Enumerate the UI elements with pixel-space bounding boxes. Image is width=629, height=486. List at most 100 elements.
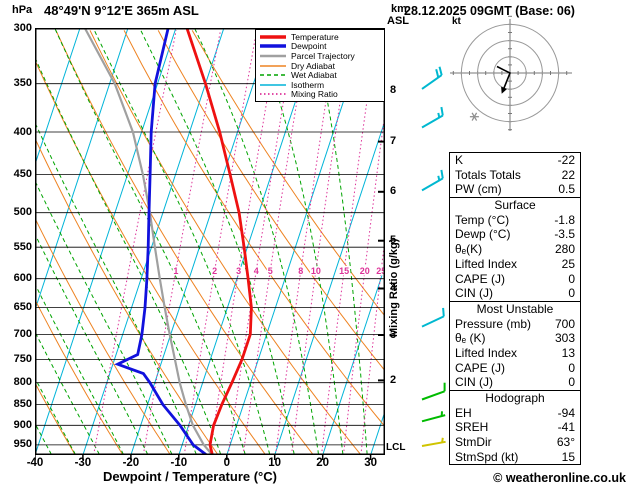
datetime-title: 28.12.2025 09GMT (Base: 06) <box>404 4 575 18</box>
pressure-tick-label: 700 <box>13 327 32 340</box>
dry-adiabat-line <box>35 381 76 455</box>
index-value: -1.8 <box>554 212 575 227</box>
index-value: 15 <box>561 449 575 464</box>
hodograph-plot <box>450 15 572 131</box>
lcl-marker-label: LCL <box>386 441 406 453</box>
index-label: θₑ (K) <box>455 331 486 346</box>
indices-section: Surface Temp (°C) -1.8 Dewp (°C) -3.5 θₑ(K) 28… <box>450 198 580 302</box>
mixing-ratio-line <box>142 30 221 455</box>
mixing-ratio-value-label: 15 <box>339 266 349 276</box>
indices-section: Most Unstable Pressure (mb) 700 θₑ (K) 303 Li… <box>450 302 580 391</box>
index-row: CIN (J) 0 <box>450 375 580 390</box>
index-value: -94 <box>557 405 575 420</box>
copyright: © weatheronline.co.uk <box>493 471 626 485</box>
legend-line-sample <box>260 44 286 49</box>
legend-label: Dry Adiabat <box>291 60 335 71</box>
section-title: Surface <box>494 198 536 213</box>
mixing-ratio-value-label: 8 <box>298 266 303 276</box>
index-value: 303 <box>554 331 575 346</box>
legend-label: Mixing Ratio <box>291 89 338 100</box>
index-row: Totals Totals 22 <box>450 168 580 183</box>
wet-adiabat-line <box>194 28 319 455</box>
section-title: Most Unstable <box>476 301 554 316</box>
pressure-tick-label: 300 <box>13 21 32 34</box>
index-value: 0 <box>568 360 575 375</box>
isotherm-line <box>274 119 385 455</box>
mixing-ratio-line <box>242 30 309 455</box>
wet-adiabat-line <box>254 28 344 455</box>
index-value: 0 <box>568 286 575 301</box>
temperature-tick-label: -10 <box>170 457 188 469</box>
wet-adiabat-line <box>35 422 52 455</box>
legend-item: Mixing Ratio <box>259 89 381 100</box>
altitude-tick-label: 7 <box>390 135 397 148</box>
mixing-ratio-line <box>275 30 338 455</box>
temperature-tick-label: 30 <box>364 457 377 469</box>
pressure-tick-label: 650 <box>13 301 32 314</box>
dry-adiabat-line <box>35 58 267 455</box>
wind-barb <box>421 66 443 90</box>
wind-barb <box>421 437 446 447</box>
temperature-tick-label: -20 <box>122 457 140 469</box>
temperature-curve <box>185 28 253 455</box>
dry-adiabat-line <box>123 30 385 428</box>
altitude-tick-label: 3 <box>390 328 397 341</box>
index-label: Pressure (mb) <box>455 316 532 331</box>
index-value: -41 <box>557 420 575 435</box>
index-row: CIN (J) 0 <box>450 286 580 301</box>
index-value: 22 <box>561 167 575 182</box>
index-row: StmDir 63° <box>450 435 580 450</box>
section-title: Hodograph <box>485 391 545 405</box>
index-value: 25 <box>561 256 575 271</box>
pressure-tick-label: 950 <box>13 438 32 451</box>
index-label: θₑ(K) <box>455 242 483 257</box>
index-value: 0.5 <box>558 182 575 197</box>
wet-adiabat-line <box>35 330 100 455</box>
isotherm-line <box>35 28 177 455</box>
mixing-ratio-value-label: 1 <box>173 266 178 276</box>
legend-item: Temperature <box>259 32 381 42</box>
index-label: SREH <box>455 420 489 435</box>
index-row: θₑ (K) 303 <box>450 331 580 346</box>
index-row: Pressure (mb) 700 <box>450 317 580 332</box>
altitude-tick-label: 8 <box>390 83 397 96</box>
index-label: CAPE (J) <box>455 271 506 286</box>
dry-adiabat-line <box>55 30 314 455</box>
index-row: Lifted Index 13 <box>450 346 580 361</box>
index-value: 0 <box>568 271 575 286</box>
legend-item: Isotherm <box>259 80 381 90</box>
index-row: Lifted Index 25 <box>450 257 580 272</box>
index-label: Totals Totals <box>455 167 521 182</box>
mixing-ratio-line <box>342 108 385 455</box>
index-label: CIN (J) <box>455 286 493 301</box>
legend-label: Wet Adiabat <box>291 70 337 81</box>
index-value: 0 <box>568 375 575 390</box>
legend-line-sample <box>260 35 286 39</box>
isotherm-line <box>35 28 81 166</box>
wet-adiabat-line <box>35 233 149 455</box>
pressure-tick-label: 900 <box>13 418 32 431</box>
dewpoint-curve <box>114 28 208 455</box>
temperature-tick-label: 0 <box>223 457 230 469</box>
legend-item: Wet Adiabat <box>259 70 381 80</box>
station-title: 48°49'N 9°12'E 365m ASL <box>44 3 199 18</box>
legend-line-sample <box>260 74 286 76</box>
wet-adiabat-line <box>35 376 76 455</box>
mixing-ratio-value-label: 10 <box>311 266 321 276</box>
pressure-tick-label: 600 <box>13 272 32 285</box>
temperature-tick-label: -30 <box>74 457 92 469</box>
wind-barb <box>421 169 444 192</box>
index-row: StmSpd (kt) 15 <box>450 450 580 465</box>
pressure-tick-label: 550 <box>13 240 32 253</box>
hodograph-unit-label: kt <box>452 16 461 27</box>
index-value: 63° <box>556 435 575 450</box>
dry-adiabat-line <box>35 217 171 455</box>
index-row: PW (cm) 0.5 <box>450 182 580 197</box>
index-row: θₑ(K) 280 <box>450 242 580 257</box>
indices-table: K -22 Totals Totals 22 PW (cm) 0.5 Surface Temp… <box>449 152 581 466</box>
temperature-tick-label: 20 <box>316 457 330 469</box>
index-label: Lifted Index <box>455 256 518 271</box>
altitude-tick-label: 5 <box>390 234 397 247</box>
hodograph-ring <box>493 56 527 90</box>
